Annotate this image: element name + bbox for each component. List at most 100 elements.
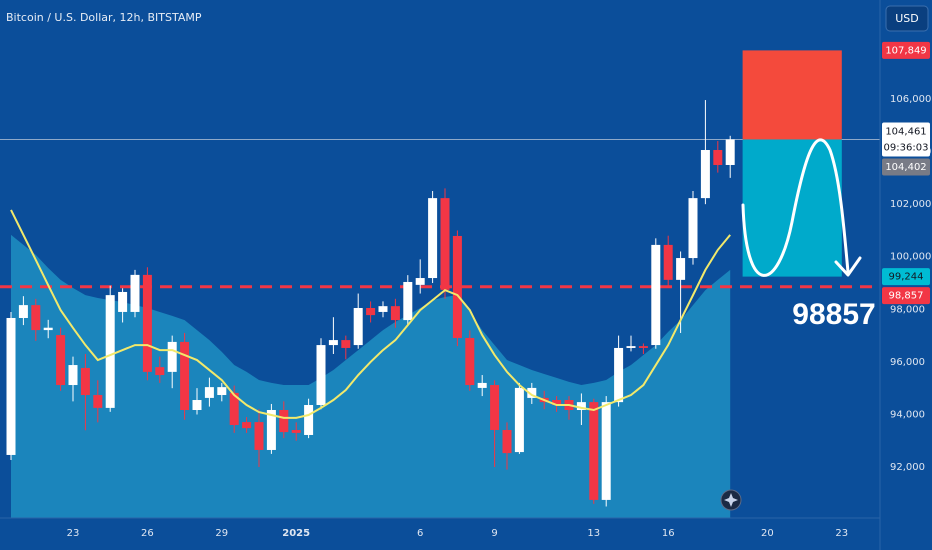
candle-body [242,422,252,429]
candle-body [713,150,723,165]
area-band [11,234,731,519]
candle-body [390,306,400,321]
candle-body [316,345,326,406]
arrow-curve [741,138,850,277]
candle-body [217,387,227,396]
y-tick-label: 100,000 [890,252,931,263]
target-annotation: 98857 [792,298,875,331]
candle-body [601,402,611,500]
candle-body [155,367,165,376]
candle-body [552,400,562,406]
candle-body [366,308,376,316]
candle-body [676,258,686,280]
candle-body [725,139,735,165]
price-axis: 23 26 29 2025 6 9 13 16 20 23 92,000 94,000 96,000 98… [67,41,931,539]
candle-body [167,341,177,372]
marker-icon-glyph [724,493,738,507]
x-tick-label: 26 [141,528,154,539]
x-tick-label: 23 [67,528,80,539]
price-tag-label: 98,857 [889,291,924,302]
price-tag-label: 104,402 [885,162,926,173]
moving-average [10,209,731,419]
price-tag [882,122,930,157]
x-tick-label: 29 [215,528,228,539]
price-tag [882,268,930,286]
candle-body [490,385,500,430]
candle-body [192,400,202,411]
price-tag-countdown: 09:36:03 [884,142,929,153]
stop-zone [742,50,842,140]
candle-body [254,422,264,450]
candle-body [229,392,239,425]
candle-body [118,291,128,312]
candle-body [80,367,90,396]
y-tick-label: 98,000 [890,304,925,315]
candle-body [663,244,673,280]
candle-body [415,278,425,285]
candle-body [378,306,388,312]
candle-body [341,340,351,348]
price-tag [882,158,930,176]
candle-body [353,308,363,346]
candle-body [6,317,16,455]
y-tick-label: 106,000 [890,94,931,105]
candle-body [279,410,289,433]
candle-body [18,305,28,318]
candle-body [304,405,314,435]
currency-button[interactable] [885,5,929,32]
price-tag-label: 107,849 [885,45,926,56]
x-tick-label: 6 [417,528,423,539]
price-tag [882,287,930,305]
candle-body [477,382,487,388]
candle-body [428,198,438,279]
price-tag-label: 104,461 [885,126,926,137]
candle-body [43,327,53,331]
x-tick-label: 23 [835,528,848,539]
x-tick-label: 13 [587,528,600,539]
candle-body [93,395,103,408]
plot-area [0,100,880,519]
candle-body [700,150,710,199]
candle-body [614,347,624,403]
candle-body [56,335,66,386]
candle-body [328,340,338,346]
x-tick-label: 9 [491,528,497,539]
y-tick-label: 96,000 [890,357,925,368]
candle-body [688,198,698,259]
price-tag-label: 99,244 [889,272,924,283]
candle-body [514,387,524,453]
candle-body [638,346,648,348]
candle-body [403,281,413,321]
x-tick-label: 2025 [282,528,310,539]
candle-body [105,295,115,408]
candle-body [180,341,190,411]
candle-body [440,198,450,290]
candle-body [576,402,586,411]
candle-body [142,274,152,372]
x-tick-label: 20 [761,528,774,539]
candle-body [651,244,661,346]
candle-body [589,402,599,500]
overlay [742,50,842,277]
candle-body [204,387,214,398]
candle-body [465,337,475,386]
x-tick-label: 16 [662,528,675,539]
arrow-head [834,256,862,277]
y-tick-label: 102,000 [890,199,931,210]
candle-body [266,410,276,450]
candle-body [502,429,512,454]
candle-body [130,274,140,312]
candle-body [527,387,537,398]
candle-body [452,235,462,338]
candle-body [291,429,301,433]
candle-body [68,365,78,386]
y-tick-label: 94,000 [890,409,925,420]
target-zone [742,139,842,277]
price-tag [882,41,930,59]
chart-title: Bitcoin / U.S. Dollar, 12h, BITSTAMP [6,11,202,24]
candle-body [626,346,636,348]
y-tick-label: 92,000 [890,462,925,473]
currency-label[interactable]: USD [895,12,919,25]
